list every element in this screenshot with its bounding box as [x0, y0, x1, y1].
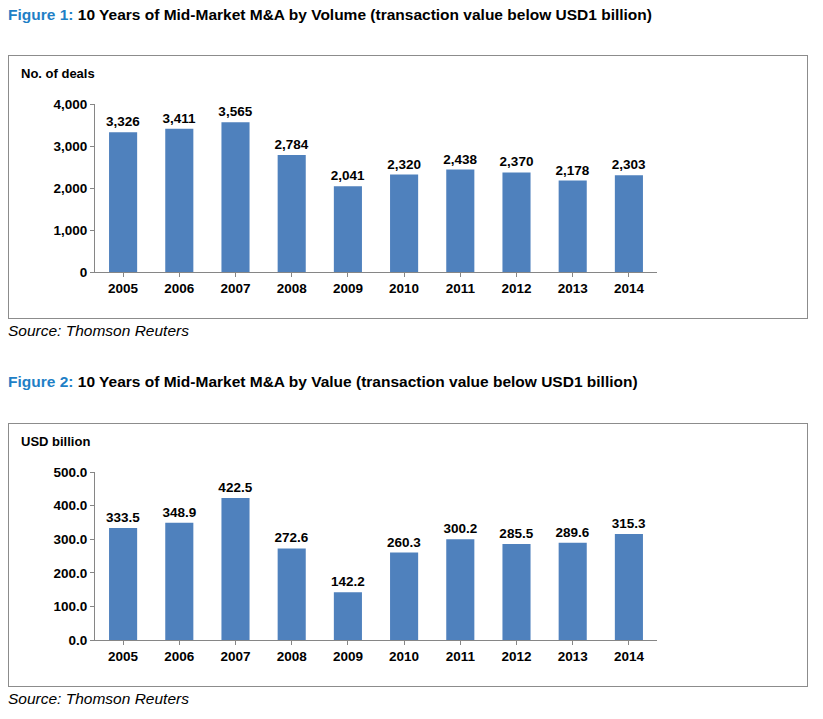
- svg-text:USD billion: USD billion: [21, 434, 90, 449]
- svg-text:3,326: 3,326: [106, 114, 140, 129]
- html-text:Source: Thomson Reuters: Source: Thomson Reuters: [8, 690, 189, 707]
- svg-text:3,411: 3,411: [163, 111, 197, 126]
- svg-text:400.0: 400.0: [54, 498, 88, 513]
- svg-text:2008: 2008: [277, 281, 308, 296]
- svg-text:2,041: 2,041: [331, 168, 365, 183]
- html-text:Source: Thomson Reuters: Source: Thomson Reuters: [8, 322, 189, 339]
- svg-text:2007: 2007: [220, 649, 250, 664]
- svg-text:300.0: 300.0: [54, 532, 88, 547]
- svg-text:260.3: 260.3: [387, 535, 421, 550]
- svg-text:2006: 2006: [164, 649, 195, 664]
- svg-text:289.6: 289.6: [556, 525, 590, 540]
- svg-text:2,000: 2,000: [54, 181, 88, 196]
- svg-text:315.3: 315.3: [612, 516, 646, 531]
- svg-text:2,370: 2,370: [500, 154, 534, 169]
- svg-text:2012: 2012: [501, 649, 531, 664]
- svg-text:2,320: 2,320: [387, 157, 421, 172]
- svg-text:2008: 2008: [277, 649, 308, 664]
- svg-text:2010: 2010: [389, 649, 419, 664]
- svg-text:333.5: 333.5: [106, 510, 140, 525]
- svg-text:2,438: 2,438: [443, 152, 477, 167]
- svg-text:2007: 2007: [220, 281, 250, 296]
- svg-text:2010: 2010: [389, 281, 419, 296]
- svg-text:422.5: 422.5: [218, 480, 252, 495]
- svg-text:100.0: 100.0: [54, 599, 88, 614]
- svg-text:3,565: 3,565: [218, 104, 252, 119]
- svg-text:2005: 2005: [108, 281, 139, 296]
- svg-text:0.0: 0.0: [69, 633, 88, 648]
- svg-text:2012: 2012: [501, 281, 531, 296]
- html-text:Figure 2: 10 Years of Mid-Mark: Figure 2: 10 Years of Mid-Market M&A by …: [8, 373, 638, 390]
- svg-text:2013: 2013: [558, 649, 589, 664]
- svg-text:2,178: 2,178: [556, 163, 590, 178]
- svg-text:4,000: 4,000: [54, 97, 88, 112]
- svg-text:200.0: 200.0: [54, 566, 88, 581]
- html-text:Figure 1: 10 Years of Mid-Mark: Figure 1: 10 Years of Mid-Market M&A by …: [8, 6, 652, 23]
- svg-text:2006: 2006: [164, 281, 195, 296]
- svg-text:285.5: 285.5: [499, 526, 533, 541]
- svg-text:272.6: 272.6: [275, 530, 309, 545]
- svg-text:2011: 2011: [446, 649, 476, 664]
- svg-text:348.9: 348.9: [162, 505, 196, 520]
- svg-text:3,000: 3,000: [54, 139, 88, 154]
- svg-text:2009: 2009: [333, 649, 363, 664]
- svg-text:142.2: 142.2: [331, 574, 365, 589]
- svg-text:2,784: 2,784: [275, 137, 309, 152]
- svg-text:2009: 2009: [333, 281, 363, 296]
- svg-text:2014: 2014: [614, 649, 645, 664]
- svg-text:300.2: 300.2: [443, 521, 477, 536]
- svg-text:2011: 2011: [446, 281, 476, 296]
- svg-text:No. of deals: No. of deals: [21, 66, 95, 81]
- svg-text:2014: 2014: [614, 281, 645, 296]
- svg-text:2005: 2005: [108, 649, 139, 664]
- svg-text:2013: 2013: [558, 281, 589, 296]
- svg-text:1,000: 1,000: [54, 223, 88, 238]
- svg-text:500.0: 500.0: [54, 465, 88, 480]
- svg-text:2,303: 2,303: [612, 157, 646, 172]
- svg-text:0: 0: [80, 265, 88, 280]
